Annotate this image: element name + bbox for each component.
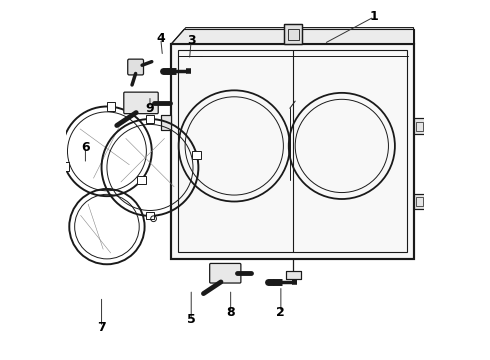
- Text: 4: 4: [156, 32, 165, 45]
- Polygon shape: [172, 44, 414, 259]
- Text: 6: 6: [81, 141, 90, 154]
- Polygon shape: [285, 24, 302, 44]
- FancyBboxPatch shape: [210, 264, 241, 283]
- Text: 8: 8: [226, 306, 235, 319]
- Text: 5: 5: [187, 313, 196, 327]
- Text: 7: 7: [97, 320, 106, 333]
- FancyBboxPatch shape: [124, 92, 158, 114]
- Polygon shape: [414, 118, 425, 134]
- Polygon shape: [193, 151, 201, 158]
- Text: 1: 1: [370, 10, 378, 23]
- Polygon shape: [146, 212, 154, 220]
- Polygon shape: [106, 102, 115, 111]
- Polygon shape: [161, 116, 171, 130]
- Text: 9: 9: [146, 102, 154, 115]
- Polygon shape: [146, 116, 154, 123]
- Polygon shape: [137, 176, 146, 184]
- Polygon shape: [60, 162, 69, 171]
- FancyBboxPatch shape: [128, 59, 144, 75]
- Polygon shape: [414, 194, 425, 210]
- Polygon shape: [172, 28, 414, 44]
- Text: 2: 2: [276, 306, 285, 319]
- Text: 3: 3: [187, 33, 196, 47]
- Polygon shape: [286, 271, 300, 279]
